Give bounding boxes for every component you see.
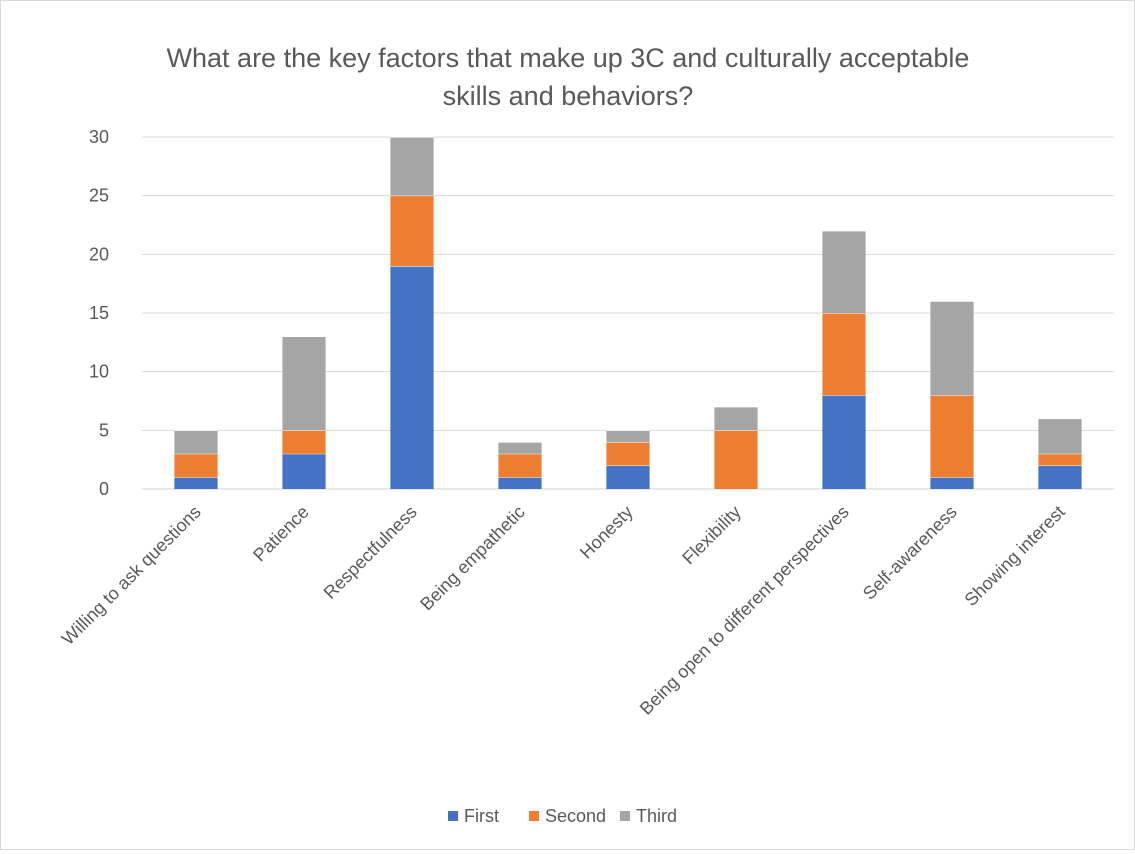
y-tick-label: 30	[89, 127, 109, 147]
bar-third	[930, 301, 974, 396]
legend-swatch-second	[529, 811, 539, 821]
legend-swatch-third	[620, 811, 630, 821]
bar-first	[282, 453, 326, 489]
y-tick-label: 20	[89, 244, 109, 264]
bar-third	[606, 430, 650, 443]
bar-third	[390, 137, 434, 196]
y-tick-label: 5	[99, 420, 109, 440]
bar-third	[282, 336, 326, 431]
bar-third	[822, 230, 866, 313]
y-tick-label: 10	[89, 362, 109, 382]
legend-label-third: Third	[636, 806, 677, 826]
legend: First Second Third	[448, 806, 677, 826]
x-tick-label: Being open to different perspectives	[636, 502, 853, 719]
bar-first	[822, 395, 866, 489]
bar-first	[498, 477, 542, 489]
y-tick-label: 0	[99, 479, 109, 499]
x-tick-label: Being empathetic	[416, 502, 528, 614]
bar-third	[714, 406, 758, 431]
x-tick-label: Self-awareness	[859, 502, 961, 604]
x-tick-label: Honesty	[576, 502, 637, 563]
bar-second	[282, 430, 326, 454]
chart-title-line-1: What are the key factors that make up 3C…	[167, 43, 970, 73]
bar-first	[1038, 465, 1082, 489]
bar-second	[930, 395, 974, 478]
y-axis-ticks: 0 5 10 15 20 25 30	[89, 127, 109, 499]
bar-second	[714, 430, 758, 489]
bar-second	[498, 453, 542, 478]
x-tick-label: Willing to ask questions	[58, 502, 205, 649]
bar-second	[174, 453, 218, 478]
x-tick-label: Showing interest	[961, 502, 1069, 610]
x-tick-label: Respectfulness	[320, 502, 421, 603]
bar-second	[822, 313, 866, 396]
y-tick-label: 25	[89, 186, 109, 206]
y-tick-label: 15	[89, 303, 109, 323]
bar-first	[606, 465, 650, 489]
bar-first	[174, 477, 218, 489]
bar-third	[498, 442, 542, 454]
bar-third	[1038, 418, 1082, 454]
x-axis-ticks: Willing to ask questions Patience Respectf…	[58, 502, 1069, 719]
x-tick-label: Patience	[249, 502, 313, 566]
legend-label-second: Second	[545, 806, 606, 826]
chart-title: What are the key factors that make up 3C…	[167, 43, 970, 111]
bar-second	[606, 442, 650, 466]
bar-third	[174, 430, 218, 454]
x-tick-label: Flexibility	[678, 502, 744, 568]
bar-first	[390, 266, 434, 489]
bar-second	[1038, 453, 1082, 466]
bars	[174, 136, 1082, 489]
chart-title-line-2: skills and behaviors?	[443, 81, 694, 111]
legend-swatch-first	[448, 811, 458, 821]
legend-label-first: First	[464, 806, 499, 826]
bar-first	[930, 477, 974, 489]
bar-second	[390, 195, 434, 267]
